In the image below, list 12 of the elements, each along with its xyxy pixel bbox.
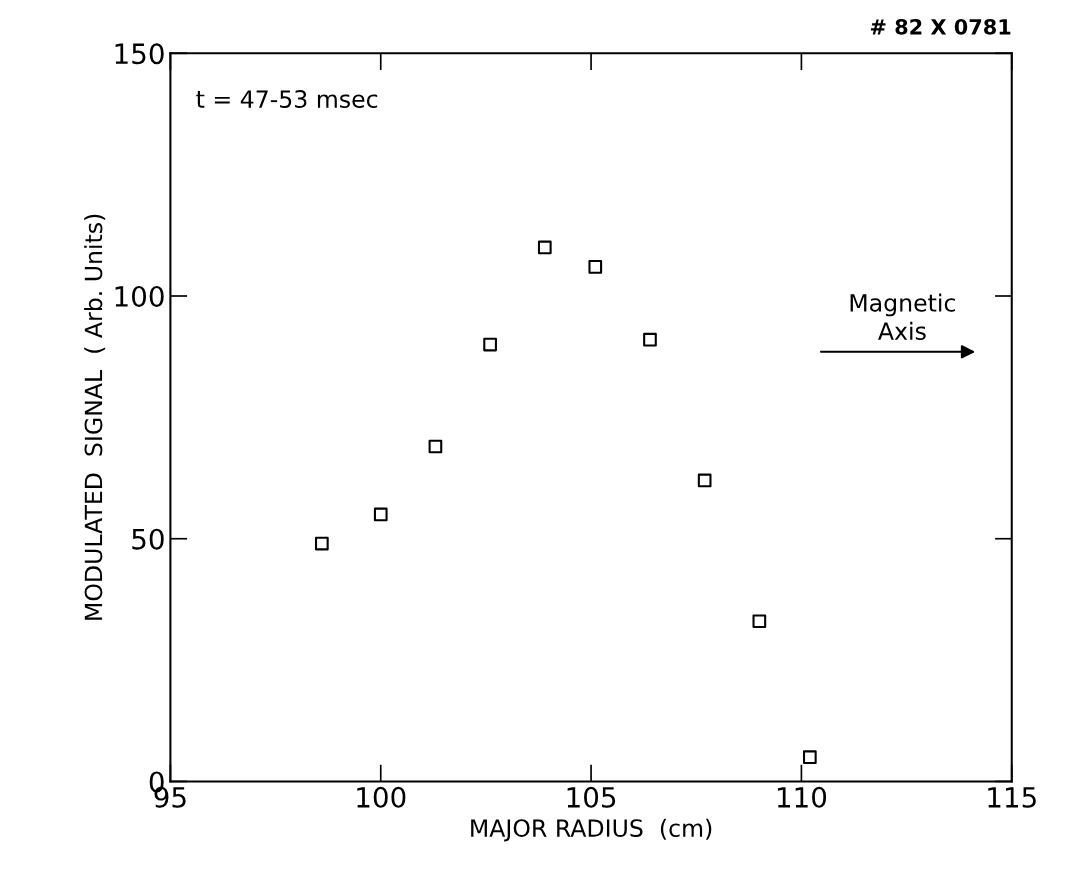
x-tick-label: 105	[567, 786, 616, 808]
y-tick-label: 150	[115, 43, 164, 65]
text: # 82 X 0781	[870, 18, 1011, 35]
x-tick-label: 110	[777, 786, 827, 808]
y-tick-label: 50	[132, 528, 164, 550]
x-tick-label: 100	[357, 786, 406, 808]
x-axis-title: MAJOR RADIUS (cm)	[471, 818, 712, 842]
annotation: t = 47-53 msec	[196, 90, 378, 108]
annotation: Magnetic Axis	[850, 293, 955, 340]
x-tick-label: 115	[988, 787, 1036, 808]
y-axis-title: MODULATED SIGNAL ( Arb. Units)	[84, 214, 106, 620]
y-tick-label: 100	[115, 285, 164, 307]
